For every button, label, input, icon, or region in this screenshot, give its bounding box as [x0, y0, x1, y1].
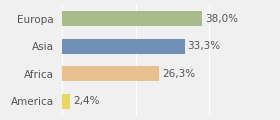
- Bar: [62, 94, 71, 109]
- Text: 33,3%: 33,3%: [188, 41, 221, 51]
- Text: 38,0%: 38,0%: [205, 14, 238, 24]
- Bar: [62, 66, 159, 81]
- Text: 2,4%: 2,4%: [73, 96, 100, 106]
- Bar: [62, 11, 202, 26]
- Text: 26,3%: 26,3%: [162, 69, 195, 79]
- Bar: [62, 39, 185, 54]
